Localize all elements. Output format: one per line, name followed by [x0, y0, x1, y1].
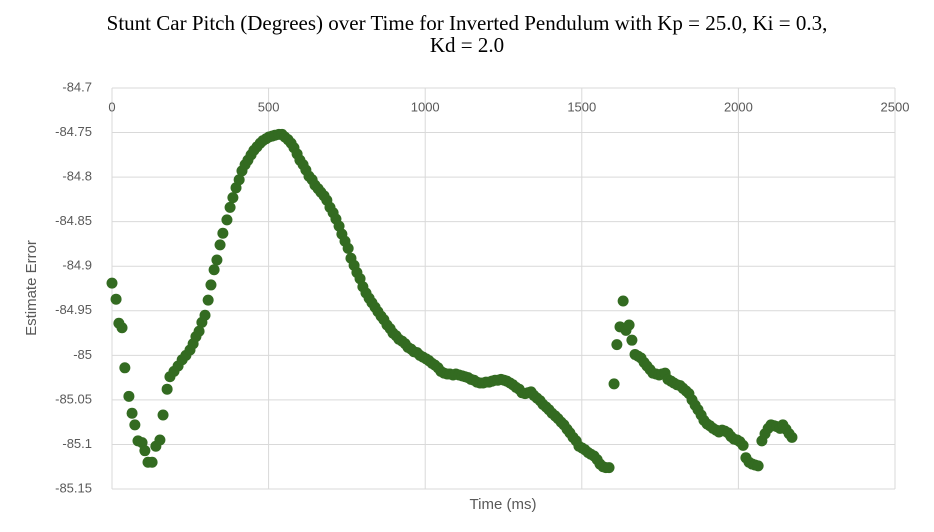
data-point [342, 242, 354, 254]
data-point [617, 295, 629, 307]
data-point [116, 322, 128, 334]
x-tick-label: 500 [258, 99, 280, 114]
data-point [205, 279, 217, 291]
data-point [208, 264, 220, 276]
data-point [161, 383, 173, 395]
y-tick-label: -85.1 [62, 436, 92, 451]
data-point [221, 214, 233, 226]
x-axis-title: Time (ms) [470, 496, 537, 513]
data-point [211, 254, 223, 266]
data-point [157, 409, 169, 421]
data-point [626, 334, 638, 346]
data-point [106, 277, 118, 289]
data-point [110, 293, 122, 305]
y-tick-label: -84.8 [62, 169, 92, 184]
data-point [217, 227, 229, 239]
data-point [623, 319, 635, 331]
x-tick-label: 2000 [724, 99, 753, 114]
data-point [139, 445, 151, 457]
data-point [737, 439, 749, 451]
data-point [129, 419, 141, 431]
data-point [214, 239, 226, 251]
data-point [193, 325, 205, 337]
data-point [752, 460, 764, 472]
y-tick-label: -84.9 [62, 258, 92, 273]
data-point [154, 434, 166, 446]
data-point [603, 462, 615, 474]
y-axis-title: Estimate Error [23, 240, 40, 336]
data-point [202, 294, 214, 306]
data-point [199, 309, 211, 321]
x-tick-label: 0 [108, 99, 115, 114]
x-tick-label: 1000 [411, 99, 440, 114]
data-point [119, 362, 131, 374]
y-tick-label: -84.75 [55, 124, 92, 139]
y-tick-label: -85.05 [55, 391, 92, 406]
data-point [227, 192, 239, 204]
data-point [146, 456, 158, 468]
y-tick-label: -84.85 [55, 213, 92, 228]
data-point [126, 407, 138, 419]
data-point [224, 201, 236, 213]
x-tick-label: 2500 [881, 99, 910, 114]
x-tick-label: 1500 [567, 99, 596, 114]
y-tick-label: -84.7 [62, 79, 92, 94]
data-point [233, 174, 245, 186]
data-point [123, 390, 135, 402]
y-tick-label: -85.15 [55, 480, 92, 495]
data-point [608, 378, 620, 390]
y-tick-label: -84.95 [55, 302, 92, 317]
chart-title: Stunt Car Pitch (Degrees) over Time for … [106, 11, 828, 57]
data-point [611, 339, 623, 351]
y-tick-label: -85 [73, 347, 92, 362]
data-point [786, 431, 798, 443]
